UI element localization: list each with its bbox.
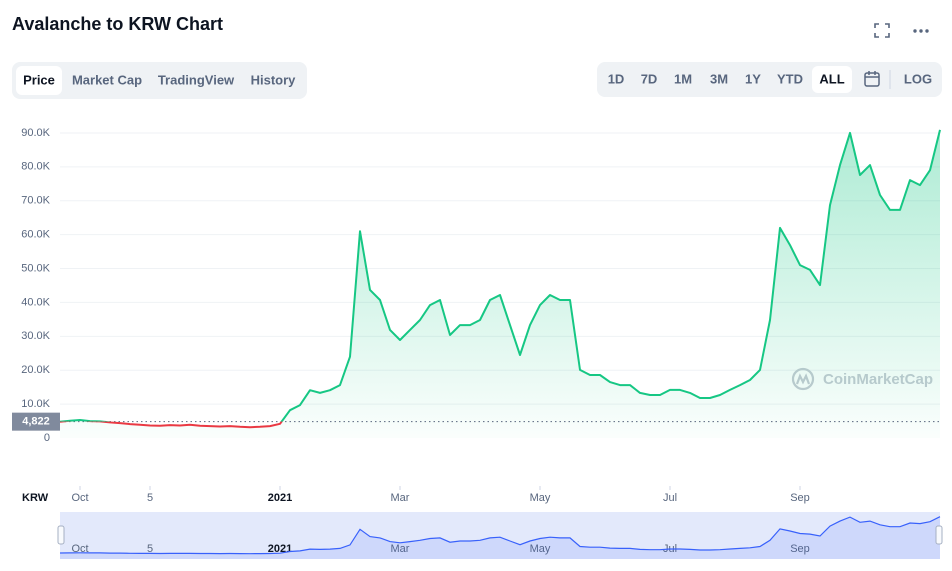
y-tick-label: 30.0K [21,330,50,342]
navigator-label: Sep [790,543,810,555]
y-tick-label: 10.0K [21,398,50,410]
x-tick-label: Sep [790,492,810,504]
fullscreen-button[interactable] [874,23,890,38]
x-tick-label: 5 [147,492,153,504]
y-tick-label: 80.0K [21,161,50,173]
range-button[interactable]: LOG [904,71,932,86]
tab-bar [12,62,307,99]
x-tick-label: Jul [663,492,677,504]
range-button[interactable]: 1M [674,71,692,86]
x-tick-label: Oct [71,492,88,504]
tab[interactable]: Price [23,72,55,87]
y-tick-label: 40.0K [21,296,50,308]
y-tick-label: 50.0K [21,262,50,274]
y-tick-label: 0 [44,432,50,444]
x-tick-label: 2021 [268,492,292,504]
navigator-bg [60,512,940,559]
tab[interactable]: Market Cap [72,72,142,87]
navigator-label: Mar [391,543,410,555]
tab-active-bg [16,66,62,95]
range-button[interactable]: 1Y [745,71,761,86]
navigator-handle[interactable] [57,525,65,545]
x-tick-label: Mar [391,492,410,504]
currency-label: KRW [22,492,49,504]
price-line-down [59,421,283,429]
navigator-area [60,516,940,559]
baseline-label: 4,822 [22,416,50,428]
range-bar [597,62,942,97]
calendar-button[interactable] [864,71,880,87]
y-tick-label: 70.0K [21,195,50,207]
baseline-label-bg [12,412,60,431]
price-line-up [59,129,941,422]
range-button[interactable]: YTD [777,71,803,86]
chart-title: Avalanche to KRW Chart [12,14,223,34]
navigator-label: Oct [71,543,88,555]
navigator-label: 5 [147,543,153,555]
area [60,129,940,438]
x-tick-label: May [530,492,551,504]
y-tick-label: 60.0K [21,229,50,241]
range-active-bg [812,66,852,93]
navigator-label: May [530,543,551,555]
more-button[interactable] [913,29,929,33]
y-tick-label: 20.0K [21,364,50,376]
navigator-handle[interactable] [935,525,943,545]
navigator-line [59,516,941,555]
range-button[interactable]: 1D [608,71,625,86]
range-button[interactable]: ALL [819,71,844,86]
tab[interactable]: History [251,72,297,87]
y-tick-label: 90.0K [21,127,50,139]
tab[interactable]: TradingView [158,72,235,87]
range-button[interactable]: 7D [641,71,658,86]
range-button[interactable]: 3M [710,71,728,86]
